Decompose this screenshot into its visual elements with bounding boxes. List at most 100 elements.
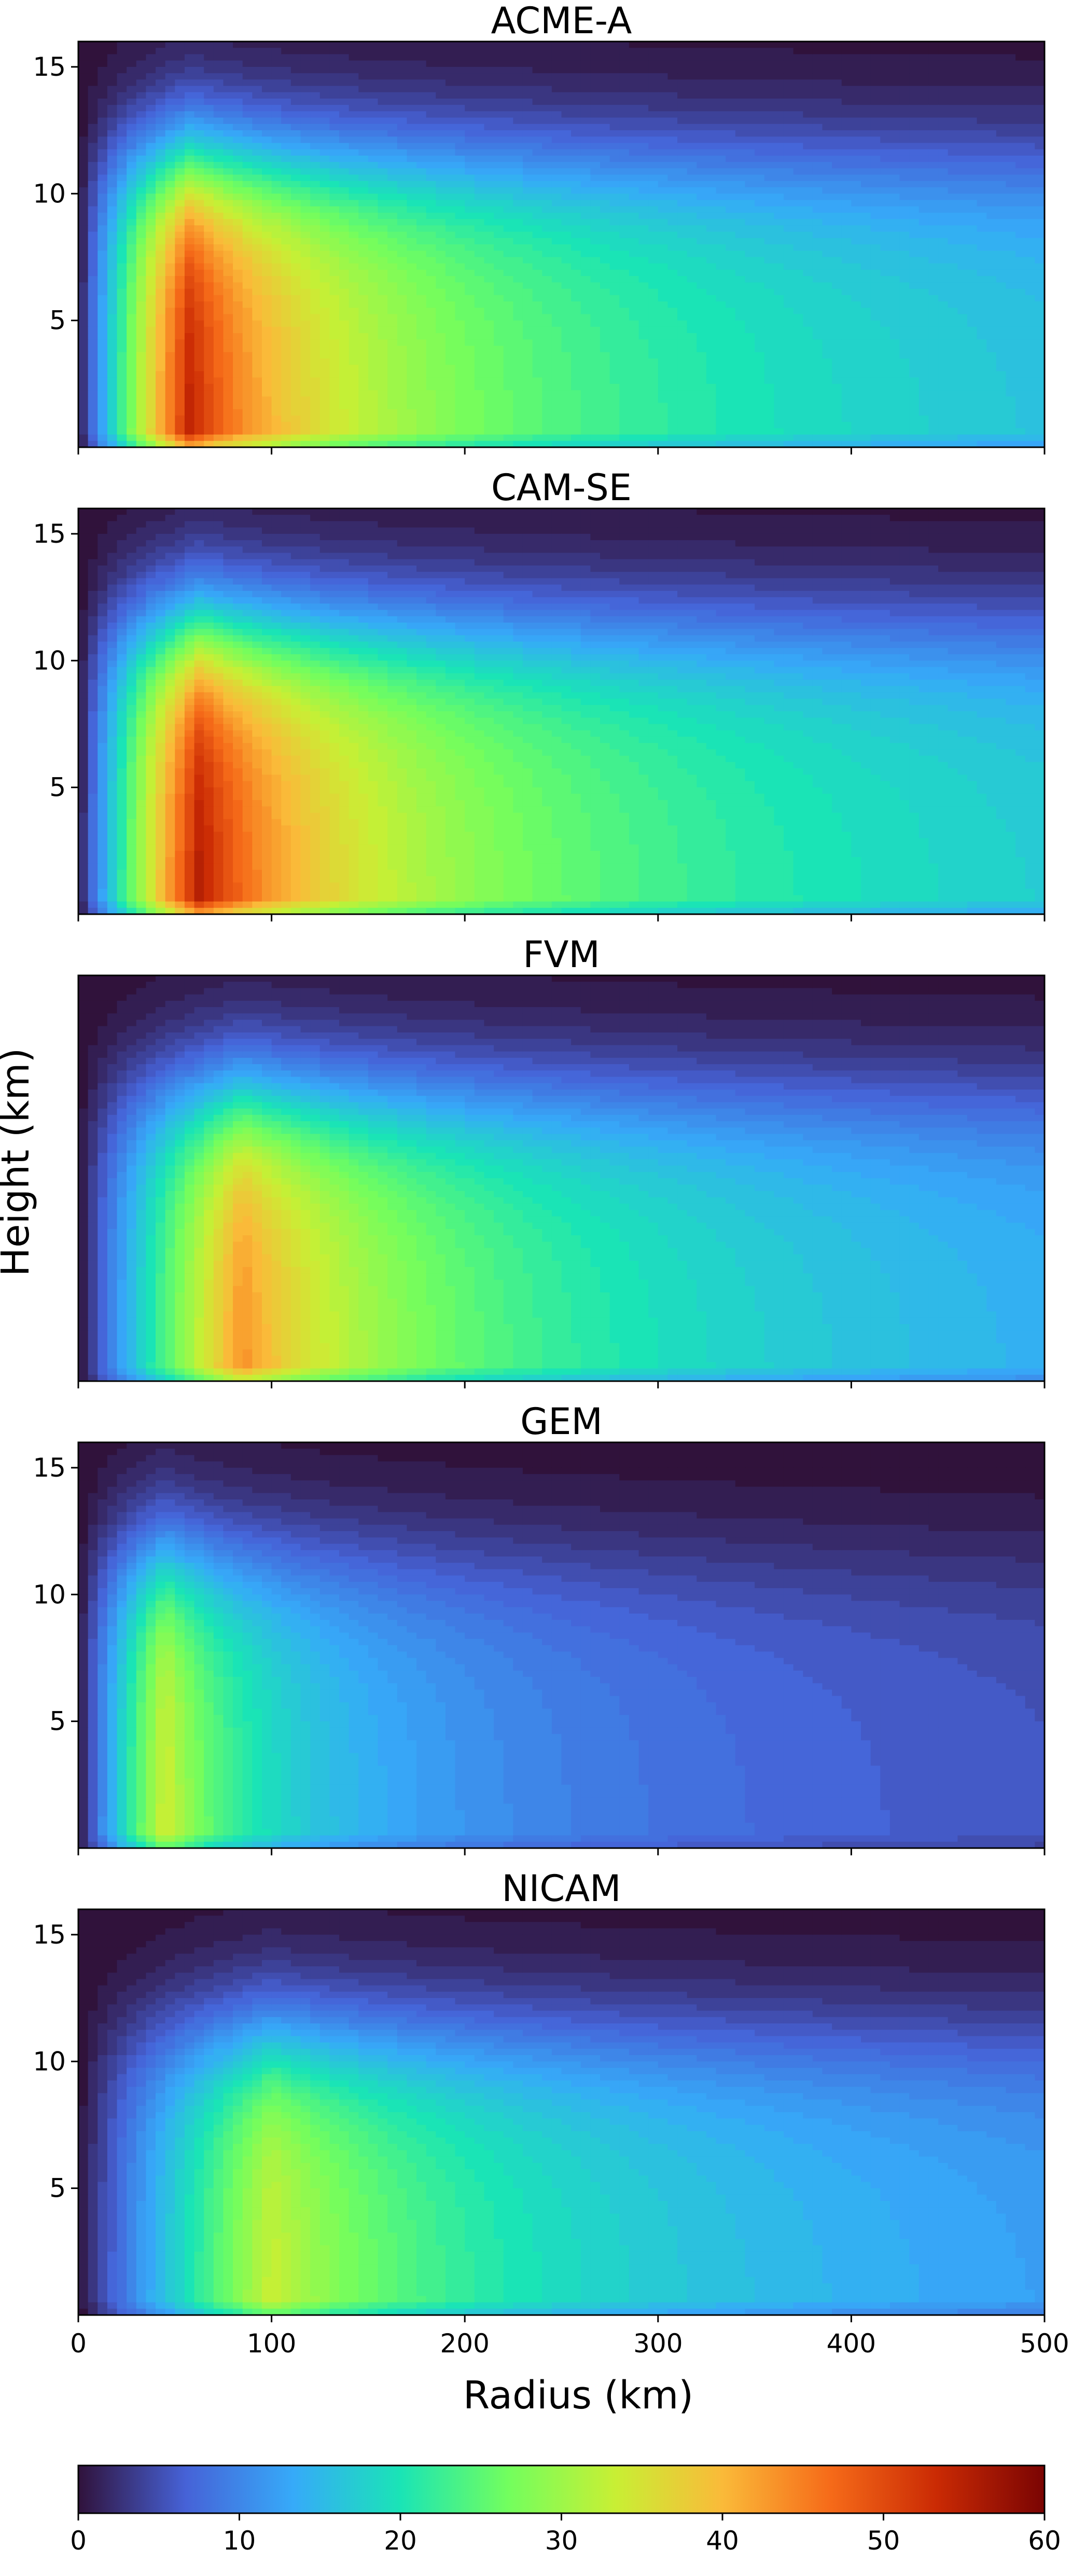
heat-cell [755,54,765,61]
heat-cell [600,168,610,175]
heat-cell [378,212,388,219]
heat-cell [184,314,195,321]
heat-cell [832,92,842,99]
heat-cell [909,308,920,315]
heat-cell [957,66,968,74]
heat-cell [832,42,842,48]
heat-cell [436,257,446,264]
heat-cell [783,212,794,219]
heat-cell [300,346,311,353]
heat-cell [889,194,900,201]
heat-cell [261,130,272,137]
heat-cell [783,181,794,188]
heat-cell [851,194,861,201]
heat-cell [233,352,243,359]
heat-cell [783,346,794,353]
heat-cell [436,123,446,131]
heat-cell [735,79,746,87]
heat-cell [78,206,89,213]
heat-cell [290,130,301,137]
heat-cell [764,86,774,93]
heat-cell [909,288,920,296]
heat-cell [378,225,388,232]
heat-cell [1006,162,1016,169]
heat-cell [445,117,456,125]
heat-cell [861,117,871,125]
heat-cell [281,42,291,48]
heat-cell [996,200,1007,207]
heat-cell [213,212,224,219]
heat-cell [503,326,513,334]
heat-cell [397,326,408,334]
heat-cell [957,155,968,162]
heat-cell [687,92,697,99]
heat-cell [571,60,581,67]
heat-cell [290,79,301,87]
heat-cell [803,231,813,239]
heat-cell [677,117,688,125]
heat-cell [213,155,224,162]
heat-cell [899,86,910,93]
heat-cell [745,105,755,112]
heat-cell [735,117,746,125]
heat-cell [677,212,688,219]
heat-cell [745,206,755,213]
heat-cell [233,92,243,99]
heat-cell [349,174,359,182]
heat-cell [213,48,224,55]
heat-cell [899,60,910,67]
heat-cell [841,162,852,169]
heat-cell [803,130,813,137]
heat-cell [590,105,601,112]
heat-cell [513,123,523,131]
heat-cell [832,314,842,321]
heat-cell [822,60,832,67]
heat-cell [697,276,707,283]
heat-cell [735,326,746,334]
heat-cell [358,231,369,239]
heat-cell [358,200,369,207]
heat-cell [319,143,330,150]
heat-cell [223,105,233,112]
heat-cell [319,257,330,264]
heat-cell [339,263,350,270]
heat-cell [870,98,881,105]
heat-cell [107,86,118,93]
heat-cell [127,308,137,315]
heat-cell [156,288,166,296]
heat-cell [300,66,311,74]
heat-cell [271,149,282,156]
heat-cell [329,219,340,226]
heat-cell [600,225,610,232]
heat-cell [764,111,774,118]
heat-cell [494,352,504,359]
heat-cell [812,251,823,258]
heat-cell [522,269,533,277]
heat-cell [793,194,803,201]
heat-cell [522,263,533,270]
heat-cell [957,111,968,118]
heat-cell [832,320,842,327]
heat-cell [329,42,340,48]
heat-cell [716,200,726,207]
heat-cell [436,269,446,277]
heat-cell [909,92,920,99]
heat-cell [948,206,958,213]
heat-cell [339,238,350,245]
heat-cell [474,206,485,213]
heat-cell [996,257,1007,264]
heat-cell [542,98,552,105]
heat-cell [310,194,321,201]
heat-cell [822,187,832,194]
heat-cell [687,181,697,188]
heat-cell [107,244,118,251]
heat-cell [358,187,369,194]
heat-cell [590,92,601,99]
heat-cell [146,231,156,239]
heat-cell [697,60,707,67]
heat-cell [967,130,978,137]
heat-cell [832,225,842,232]
heat-cell [619,105,630,112]
heat-cell [609,42,620,48]
heat-cell [687,73,697,80]
